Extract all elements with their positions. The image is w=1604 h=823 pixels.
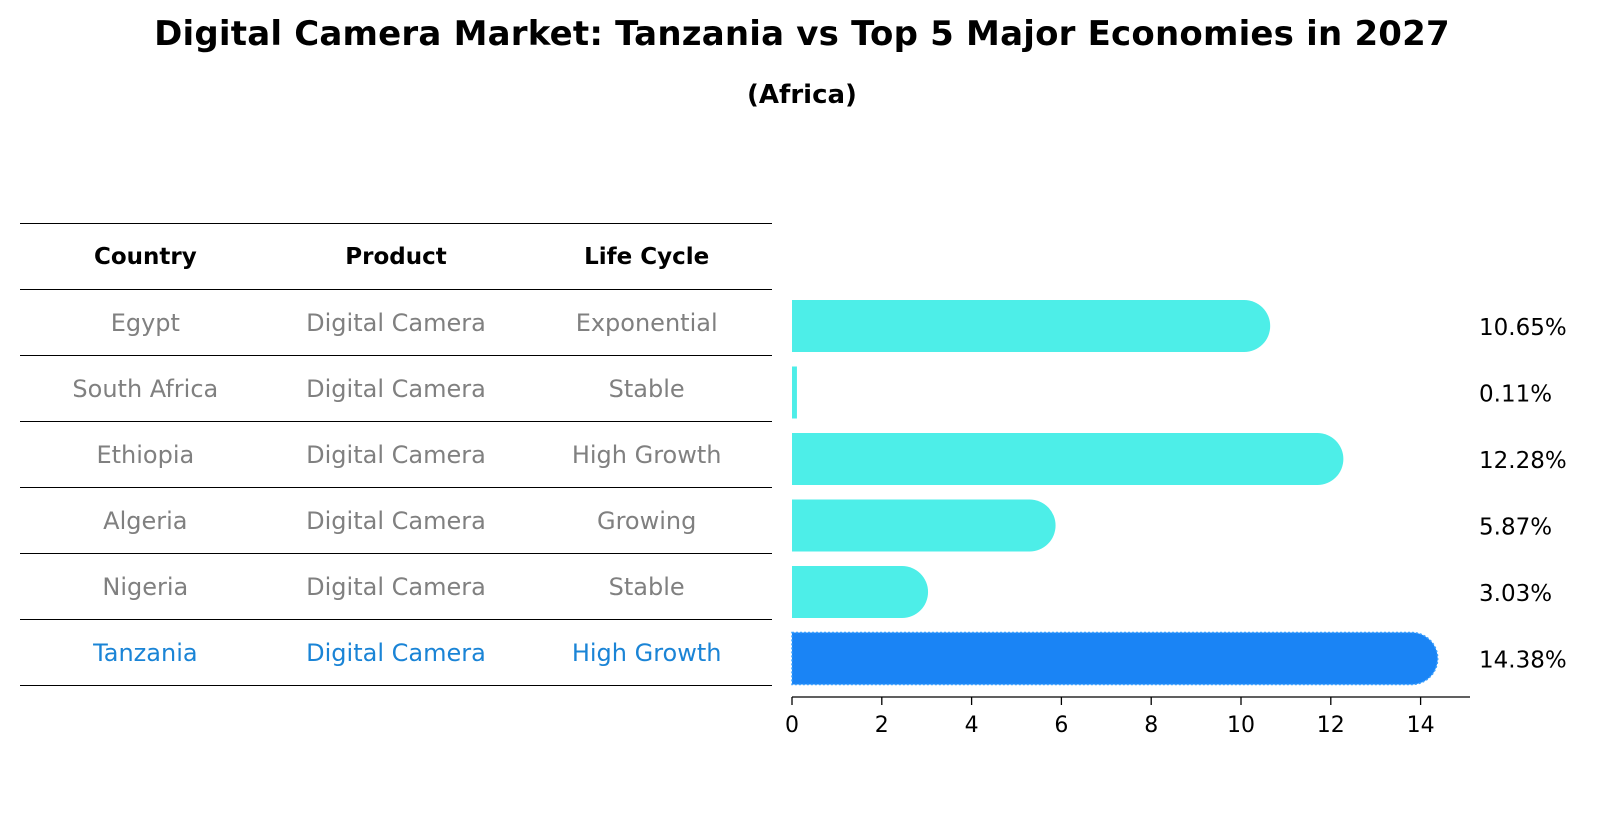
bar-algeria: [792, 499, 1056, 552]
table-row: Egypt Digital Camera Exponential: [20, 289, 772, 356]
header-life-cycle: Life Cycle: [521, 223, 772, 290]
table-header-row: Country Product Life Cycle: [20, 223, 772, 290]
chart-subtitle: (Africa): [747, 80, 857, 110]
x-tick-label: 8: [1144, 713, 1158, 738]
cell-country: Egypt: [20, 289, 271, 356]
value-label: 3.03%: [1479, 581, 1552, 607]
cell-product: Digital Camera: [270, 421, 522, 488]
bars-layer: [791, 300, 1439, 686]
table-row: South Africa Digital Camera Stable: [20, 355, 772, 422]
value-label: 5.87%: [1479, 515, 1552, 541]
bar-nigeria: [792, 566, 929, 618]
value-label: 12.28%: [1479, 448, 1567, 474]
cell-life-cycle: Exponential: [521, 289, 772, 356]
cell-life-cycle: Stable: [521, 553, 772, 620]
bar-egypt: [792, 300, 1271, 352]
header-country: Country: [20, 223, 271, 290]
cell-product: Digital Camera: [270, 487, 522, 554]
x-tick-label: 2: [875, 713, 889, 738]
x-tick-label: 14: [1407, 713, 1435, 738]
value-label: 10.65%: [1479, 315, 1567, 341]
cell-country: South Africa: [20, 355, 271, 422]
cell-life-cycle: High Growth: [521, 421, 772, 488]
cell-product: Digital Camera: [270, 553, 522, 620]
cell-country: Nigeria: [20, 553, 271, 620]
x-tick-label: 4: [965, 713, 979, 738]
data-table: Country Product Life Cycle Egypt Digital…: [20, 223, 772, 686]
x-tick-label: 0: [785, 713, 799, 738]
table-row: Ethiopia Digital Camera High Growth: [20, 421, 772, 488]
value-labels-layer: 10.65% 0.11% 12.28% 5.87% 3.03% 14.38%: [1479, 315, 1567, 674]
table-row: Nigeria Digital Camera Stable: [20, 553, 772, 620]
x-axis: 0 2 4 6 8 10 12 14: [785, 696, 1470, 738]
value-label: 0.11%: [1479, 382, 1552, 408]
cell-product: Digital Camera: [270, 289, 522, 356]
cell-country: Ethiopia: [20, 421, 271, 488]
chart-title: Digital Camera Market: Tanzania vs Top 5…: [154, 14, 1450, 54]
header-product: Product: [270, 223, 522, 290]
table-row-highlight: Tanzania Digital Camera High Growth: [20, 619, 772, 686]
country-table: Country Product Life Cycle Egypt Digital…: [20, 223, 772, 686]
cell-country: Tanzania: [20, 619, 271, 686]
cell-product: Digital Camera: [270, 619, 522, 686]
bar-south-africa: [792, 366, 797, 419]
cell-life-cycle: Growing: [521, 487, 772, 554]
bar-tanzania: [791, 631, 1439, 686]
bar-ethiopia: [792, 433, 1344, 485]
cell-life-cycle: High Growth: [521, 619, 772, 686]
x-tick-label: 6: [1054, 713, 1068, 738]
cell-life-cycle: Stable: [521, 355, 772, 422]
value-label: 14.38%: [1479, 648, 1567, 674]
cell-product: Digital Camera: [270, 355, 522, 422]
table-row: Algeria Digital Camera Growing: [20, 487, 772, 554]
x-tick-label: 10: [1227, 713, 1255, 738]
x-tick-label: 12: [1317, 713, 1345, 738]
cell-country: Algeria: [20, 487, 271, 554]
